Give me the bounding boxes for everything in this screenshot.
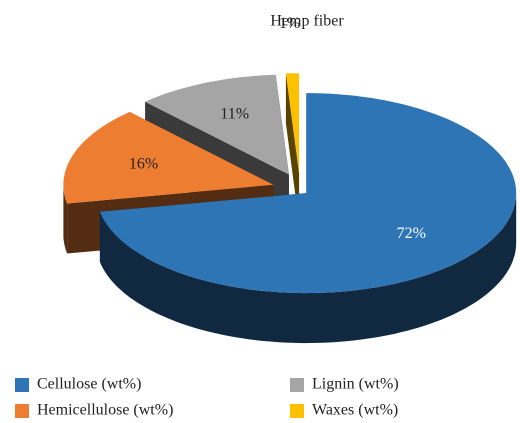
slice-top — [99, 93, 517, 294]
slice-cut-wall — [285, 73, 300, 224]
legend-label: Lignin (wt%) — [312, 376, 399, 393]
slice-top — [285, 73, 300, 174]
data-label: 72% — [397, 225, 426, 242]
data-label: 11% — [220, 106, 249, 123]
slice-side — [63, 184, 68, 254]
legend-swatch — [290, 404, 304, 418]
legend-label: Waxes (wt%) — [312, 402, 398, 419]
legend-label: Hemicellulose (wt%) — [37, 402, 173, 419]
legend-label: Cellulose (wt%) — [37, 376, 141, 393]
slice-top — [63, 111, 274, 204]
slice-top — [145, 74, 289, 175]
data-label: 16% — [129, 155, 158, 172]
slice-side — [99, 193, 517, 344]
data-label: 1% — [279, 15, 300, 32]
legend-swatch — [290, 378, 304, 392]
slice — [99, 93, 517, 344]
legend-swatch — [15, 404, 29, 418]
slice — [285, 73, 300, 224]
legend-swatch — [15, 378, 29, 392]
chart-title: Hemp fiber — [270, 13, 344, 30]
